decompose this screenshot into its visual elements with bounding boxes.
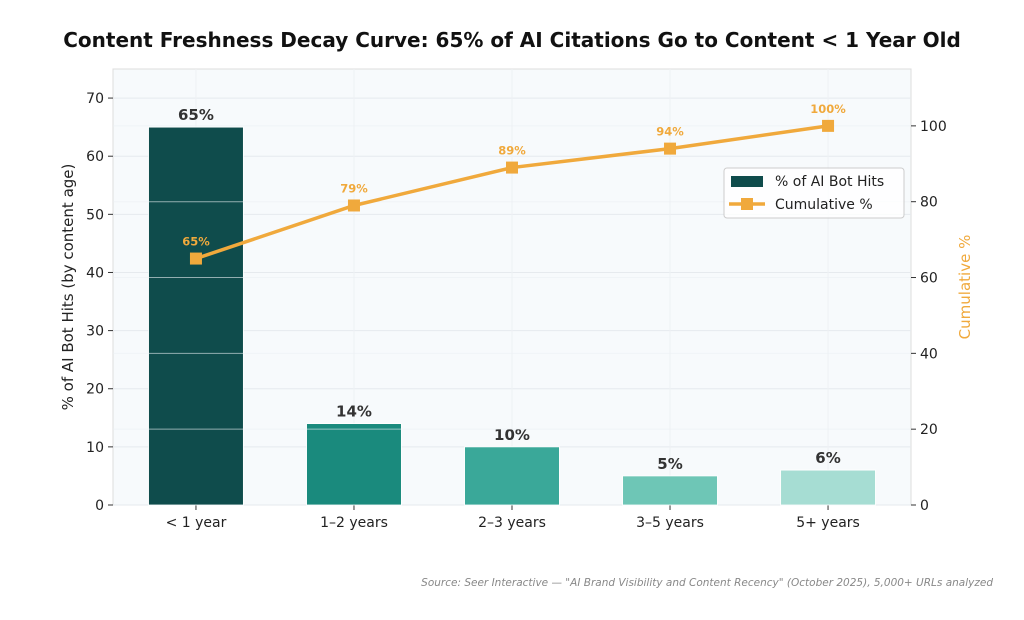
cumulative-marker	[506, 161, 518, 174]
cumulative-label: 94%	[656, 125, 684, 139]
cumulative-marker	[347, 199, 360, 212]
bar	[780, 469, 876, 506]
x-tick-label: 2–3 years	[478, 515, 546, 531]
bar-value-label: 14%	[336, 403, 372, 421]
legend	[723, 167, 905, 219]
y-tick-label: 0	[95, 498, 104, 514]
y-tick-label: 60	[86, 149, 104, 165]
cumulative-marker	[189, 252, 202, 265]
y-tick-label: 10	[86, 440, 104, 456]
bar	[148, 126, 244, 506]
x-tick-label: 5+ years	[796, 515, 860, 531]
bar	[306, 423, 402, 506]
x-tick-label: 1–2 years	[320, 515, 388, 531]
y2-tick-label: 20	[920, 422, 938, 438]
cumulative-marker	[822, 119, 835, 132]
chart-title: Content Freshness Decay Curve: 65% of AI…	[63, 28, 961, 52]
x-tick-label: 3–5 years	[636, 515, 704, 531]
legend-swatch-bars	[731, 176, 763, 187]
y-tick-label: 30	[86, 324, 104, 340]
bar-value-label: 65%	[178, 106, 214, 124]
y2-tick-label: 80	[920, 195, 938, 211]
source-note: Source: Seer Interactive — "AI Brand Vis…	[421, 577, 993, 589]
y-tick-label: 20	[86, 382, 104, 398]
y2-tick-label: 0	[920, 498, 929, 514]
y2-axis-label: Cumulative %	[956, 235, 974, 340]
y-tick-label: 50	[86, 207, 104, 223]
cumulative-label: 79%	[340, 181, 368, 195]
legend-swatch-marker	[741, 198, 753, 210]
y2-tick-label: 40	[920, 346, 938, 362]
bar-value-label: 6%	[815, 449, 840, 467]
y-tick-label: 40	[86, 265, 104, 281]
cumulative-label: 65%	[182, 235, 210, 249]
bar	[622, 475, 718, 506]
legend-label-bars: % of AI Bot Hits	[775, 174, 884, 190]
x-tick-label: < 1 year	[166, 515, 227, 531]
y-tick-label: 70	[86, 91, 104, 107]
y-axis-label: % of AI Bot Hits (by content age)	[59, 164, 77, 411]
bar	[464, 446, 560, 506]
legend-label-line: Cumulative %	[775, 197, 873, 213]
cumulative-label: 89%	[498, 144, 526, 158]
bar-value-label: 5%	[657, 455, 682, 473]
cumulative-marker	[664, 142, 677, 155]
cumulative-label: 100%	[810, 102, 846, 116]
y2-tick-label: 100	[920, 119, 947, 135]
bar-value-label: 10%	[494, 426, 530, 444]
y2-tick-label: 60	[920, 271, 938, 287]
